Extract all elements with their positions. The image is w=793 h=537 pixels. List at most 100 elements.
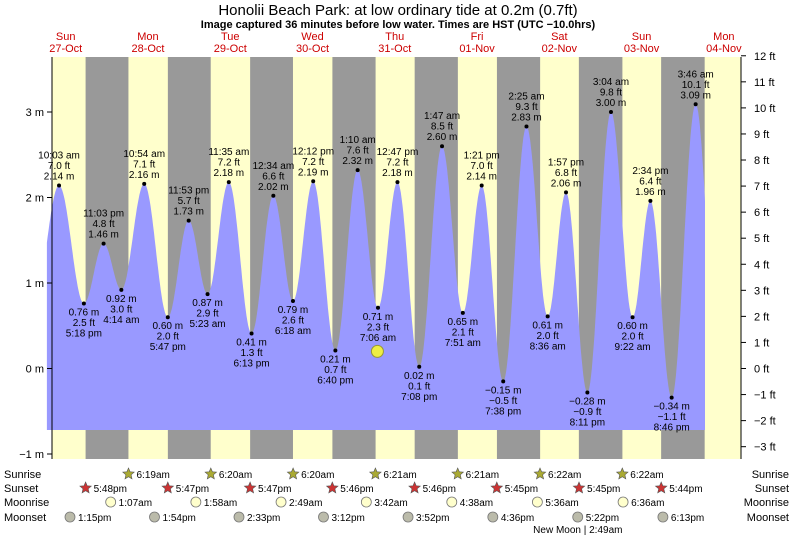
sunset-time: 5:47pm <box>258 484 291 495</box>
extreme-point <box>440 144 445 149</box>
moonrise-time: 6:36am <box>631 498 664 509</box>
right-tick-label: 6 ft <box>754 207 769 219</box>
extreme-label: 2.32 m <box>342 156 373 167</box>
extreme-label: 5.7 ft <box>178 196 200 207</box>
sunset-icon <box>243 481 257 494</box>
extreme-label: 7:38 pm <box>485 406 521 417</box>
extreme-label: 11:53 pm <box>168 186 209 197</box>
day-date: 30-Oct <box>296 43 329 55</box>
moonrise-time: 1:58am <box>204 498 237 509</box>
moonset-time: 2:33pm <box>247 513 280 524</box>
moonrise-time: 2:49am <box>289 498 322 509</box>
right-tick-label: 9 ft <box>754 129 769 141</box>
extreme-point <box>290 298 295 303</box>
extreme-label: 2.9 ft <box>196 309 218 320</box>
day-date: 03-Nov <box>624 43 660 55</box>
chart-title: Honolii Beach Park: at low ordinary tide… <box>218 2 577 19</box>
extreme-label: 7.2 ft <box>302 157 324 168</box>
extreme-label: 6.4 ft <box>639 176 661 187</box>
extreme-label: 0.60 m <box>617 321 648 332</box>
moonset-time: 3:12pm <box>331 513 364 524</box>
moonset-icon <box>318 511 329 523</box>
astronomy-rows: Sunrise Sunrise Sunset Sunset Moonrise Moonri… <box>4 467 789 536</box>
day-name: Wed <box>301 31 323 43</box>
sunset-icon <box>161 481 175 494</box>
extreme-point <box>271 193 276 198</box>
extreme-label: 7:08 pm <box>401 392 437 403</box>
plot-area <box>46 57 741 459</box>
extreme-label: −0.28 m <box>569 396 605 407</box>
extreme-label: 2.0 ft <box>157 332 179 343</box>
tide-water-area <box>46 104 705 431</box>
day-name: Thu <box>385 31 404 43</box>
extreme-point <box>101 241 106 246</box>
astro-row-label-right: Moonrise <box>744 497 789 509</box>
extreme-label: 2.18 m <box>214 168 245 179</box>
extreme-label: 0.02 m <box>404 371 435 382</box>
extreme-label: 2.19 m <box>298 167 329 178</box>
left-tick-label: 3 m <box>26 107 44 119</box>
extreme-label: 2.02 m <box>258 182 289 193</box>
sunset-time: 5:45pm <box>587 484 620 495</box>
sunrise-time: 6:21am <box>466 470 499 481</box>
extreme-label: 2:34 pm <box>632 166 668 177</box>
right-tick-label: 10 ft <box>754 103 775 115</box>
extreme-point <box>395 180 400 185</box>
extreme-label: −1.1 ft <box>658 412 686 423</box>
extreme-label: 12:34 am <box>252 161 294 172</box>
left-tick-label: −1 m <box>19 449 44 461</box>
extreme-point <box>479 183 484 188</box>
extreme-label: 2.3 ft <box>367 322 389 333</box>
moonrise-time: 3:42am <box>374 498 407 509</box>
extreme-label: 0.87 m <box>192 298 223 309</box>
sunrise-icon <box>204 467 218 480</box>
extreme-label: 10:03 am <box>38 151 80 162</box>
sunrise-icon <box>451 467 465 480</box>
extreme-label: 0.41 m <box>236 337 267 348</box>
extreme-label: 2.5 ft <box>73 318 95 329</box>
extreme-label: 5:47 pm <box>150 342 186 353</box>
extreme-point <box>585 390 590 395</box>
extreme-label: 11:35 am <box>208 147 249 158</box>
sunset-time: 5:46pm <box>340 484 373 495</box>
sunrise-icon <box>122 467 135 480</box>
extreme-label: 2.14 m <box>466 172 497 183</box>
moonset-icon <box>64 511 76 523</box>
extreme-label: 0.21 m <box>320 355 351 366</box>
extreme-point <box>355 168 360 173</box>
right-tick-label: −3 ft <box>754 442 776 454</box>
astro-row-label-left: Sunrise <box>4 469 41 481</box>
extreme-label: 2.83 m <box>511 113 542 124</box>
extreme-label: 4.8 ft <box>92 219 114 230</box>
sunrise-time: 6:21am <box>383 470 416 481</box>
day-name: Sun <box>632 31 652 43</box>
extreme-label: 7.2 ft <box>386 158 408 169</box>
tide-extremes: 10:03 am7.0 ft2.14 m0.76 m2.5 ft5:18 pm1… <box>38 69 714 433</box>
astro-row-label-left: Sunset <box>4 483 38 495</box>
extreme-label: 7.6 ft <box>347 146 369 157</box>
sunrise-time: 6:19am <box>137 470 170 481</box>
extreme-label: 0.65 m <box>448 317 479 328</box>
extreme-label: 9:22 am <box>615 342 651 353</box>
right-tick-label: 11 ft <box>754 77 775 89</box>
current-tide-marker <box>370 344 384 358</box>
extreme-point <box>142 181 147 186</box>
day-name: Mon <box>713 31 734 43</box>
moonrise-icon <box>190 496 202 508</box>
extreme-point <box>57 183 62 188</box>
moonset-icon <box>487 511 499 523</box>
moonrise-icon <box>105 496 117 508</box>
extreme-label: −0.34 m <box>653 402 689 413</box>
extreme-label: 3.00 m <box>596 98 627 109</box>
sunrise-time: 6:22am <box>548 470 581 481</box>
sunrise-time: 6:20am <box>301 470 334 481</box>
extreme-label: 1:21 pm <box>464 151 500 162</box>
day-name: Mon <box>137 31 158 43</box>
moonset-icon <box>657 511 669 523</box>
extreme-label: 0.7 ft <box>324 365 346 376</box>
extreme-label: 10.1 ft <box>682 80 710 91</box>
extreme-point <box>524 124 529 129</box>
extreme-label: 2.16 m <box>129 170 160 181</box>
moonrise-icon <box>531 496 543 508</box>
day-date: 01-Nov <box>459 43 495 55</box>
